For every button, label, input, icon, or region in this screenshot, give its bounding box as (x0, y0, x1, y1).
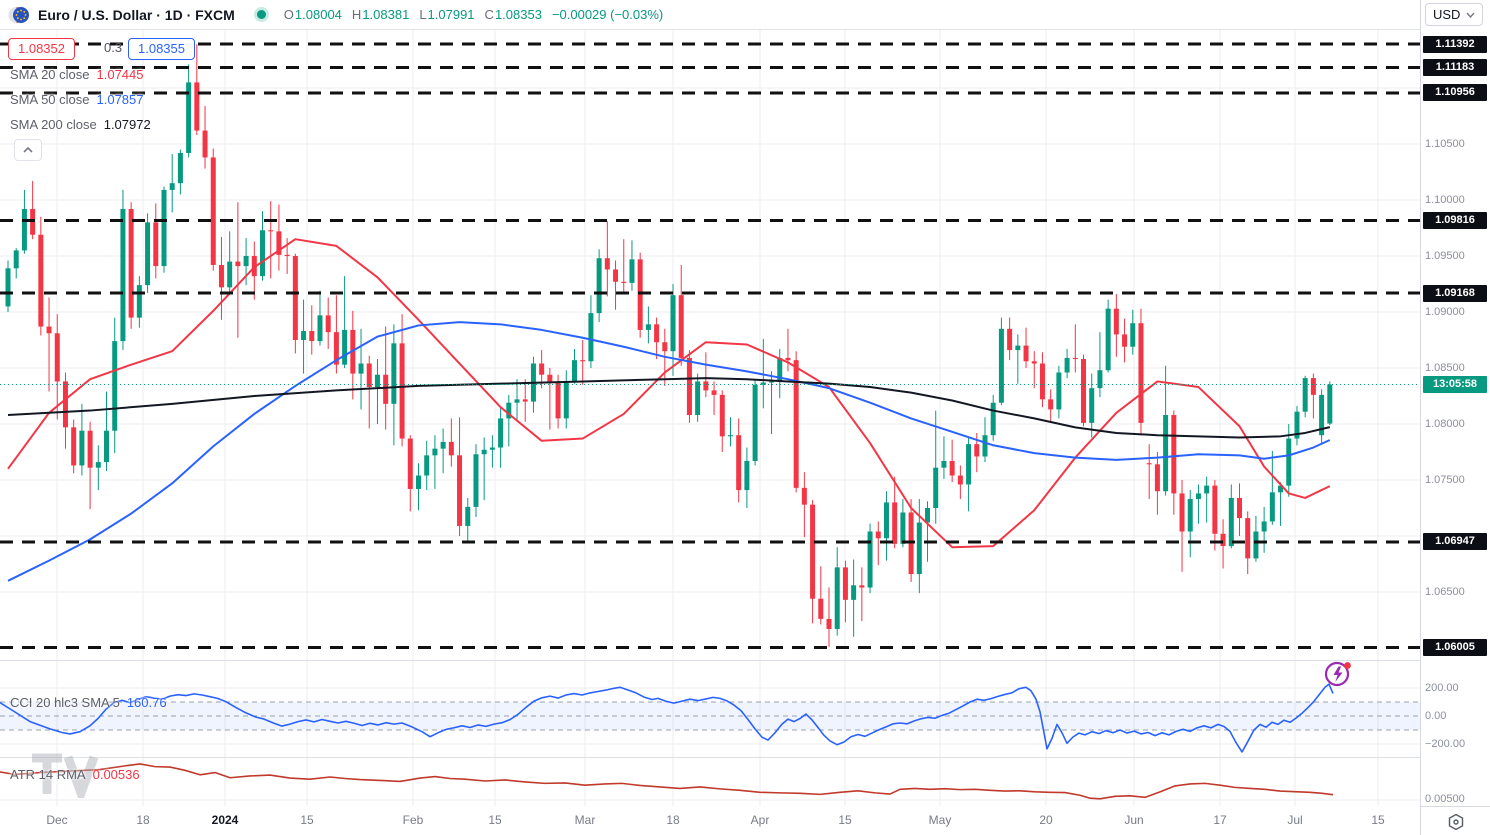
price-axis-label: 1.06500 (1425, 586, 1465, 598)
time-axis-label: Jul (1287, 813, 1303, 827)
ohlc-readout: O1.08004 H1.08381 L1.07991 C1.08353 (284, 7, 542, 22)
spread-value: 0.3 (104, 40, 123, 55)
collapse-legend-button[interactable] (14, 139, 42, 161)
time-axis[interactable]: Dec 18 2024 15 Feb 15 Mar 18 Apr 15 May 20 Jun 17 Jul 1… (0, 806, 1420, 835)
sell-button[interactable]: 1.08352 (8, 38, 75, 60)
legend-sma50-value: 1.07857 (96, 92, 144, 107)
chevron-down-icon (1466, 12, 1475, 18)
time-axis-label: 15 (300, 813, 314, 827)
price-axis-label: 1.10000 (1425, 194, 1465, 206)
legend-sma50-label: SMA 50 close (10, 92, 90, 107)
time-axis-label: 20 (1039, 813, 1053, 827)
legend-sma200-value: 1.07972 (103, 117, 151, 132)
countdown-badge: 13:05:58 (1423, 376, 1487, 393)
price-level-badge: 1.09816 (1423, 212, 1487, 229)
currency-dropdown[interactable]: USD (1425, 3, 1483, 26)
close-label: C (484, 7, 494, 22)
time-axis-label: Jun (1124, 813, 1144, 827)
price-level-badge: 1.11392 (1423, 36, 1487, 53)
pane-separator[interactable] (0, 660, 1490, 661)
legend-cci[interactable]: CCI 20 hlc3 SMA 5 160.76 (10, 695, 167, 710)
time-axis-label: 18 (666, 813, 680, 827)
legend-sma20[interactable]: SMA 20 close 1.07445 (10, 67, 144, 82)
time-axis-label: 2024 (211, 813, 239, 827)
atr-axis-label: 0.00500 (1425, 793, 1465, 805)
legend-atr-label: ATR 14 RMA (10, 767, 86, 782)
time-axis-label: 15 (1371, 813, 1385, 827)
legend-cci-value: 160.76 (126, 695, 167, 710)
close-value: 1.08353 (494, 7, 542, 22)
high-value: 1.08381 (362, 7, 410, 22)
legend-atr[interactable]: ATR 14 RMA 0.00536 (10, 767, 140, 782)
price-axis-label: 1.08500 (1425, 362, 1465, 374)
chart-canvas[interactable] (0, 0, 1420, 835)
hexagon-settings-icon (1448, 813, 1464, 830)
symbol-flag-icon (8, 5, 30, 25)
time-axis-label: May (928, 813, 952, 827)
time-axis-label: 15 (838, 813, 852, 827)
cci-axis-label: 0.00 (1425, 710, 1447, 722)
price-axis[interactable]: USD 1.10500 1.10000 1.09500 1.09000 1.08500 1… (1420, 0, 1490, 806)
legend-sma50[interactable]: SMA 50 close 1.07857 (10, 92, 144, 107)
events-lightning-button[interactable] (1321, 656, 1355, 690)
axis-corner[interactable] (1420, 806, 1490, 835)
tradingview-logo (28, 752, 106, 807)
time-axis-label: 15 (488, 813, 502, 827)
time-axis-label: Mar (574, 813, 596, 827)
time-axis-label: 17 (1213, 813, 1227, 827)
buy-button[interactable]: 1.08355 (128, 38, 195, 60)
price-axis-label: 1.08000 (1425, 418, 1465, 430)
change-value: −0.00029 (−0.03%) (551, 7, 664, 22)
symbol-title[interactable]: Euro / U.S. Dollar · 1D · FXCM (38, 6, 235, 23)
price-level-badge: 1.10956 (1423, 84, 1487, 101)
low-value: 1.07991 (427, 7, 475, 22)
time-axis-label: 18 (136, 813, 150, 827)
price-axis-label: 1.09500 (1425, 250, 1465, 262)
price-level-badge: 1.11183 (1423, 59, 1487, 76)
pane-separator[interactable] (0, 757, 1490, 758)
time-axis-label: Dec (46, 813, 68, 827)
legend-sma200[interactable]: SMA 200 close 1.07972 (10, 117, 151, 132)
lightning-icon (1324, 661, 1351, 687)
cci-axis-label: −200.00 (1425, 738, 1466, 750)
price-axis-label: 1.10500 (1425, 138, 1465, 150)
price-axis-label: 1.09000 (1425, 306, 1465, 318)
high-label: H (351, 7, 362, 22)
price-level-badge: 1.09168 (1423, 285, 1487, 302)
low-label: L (419, 7, 427, 22)
price-level-badge: 1.06005 (1423, 639, 1487, 656)
market-open-dot-icon (256, 10, 266, 19)
legend-sma200-label: SMA 200 close (10, 117, 97, 132)
legend-atr-value: 0.00536 (92, 767, 140, 782)
legend-sma20-label: SMA 20 close (10, 67, 90, 82)
currency-value: USD (1433, 7, 1461, 22)
price-level-badge: 1.06947 (1423, 533, 1487, 550)
chevron-up-icon (23, 146, 33, 153)
cci-axis-label: 200.00 (1425, 682, 1459, 694)
time-axis-label: Apr (750, 813, 770, 827)
open-label: O (283, 7, 294, 22)
price-axis-label: 1.07500 (1425, 474, 1465, 486)
legend-sma20-value: 1.07445 (96, 67, 144, 82)
legend-cci-label: CCI 20 hlc3 SMA 5 (10, 695, 120, 710)
time-axis-label: Feb (402, 813, 424, 827)
open-value: 1.08004 (294, 7, 342, 22)
chart-header: Euro / U.S. Dollar · 1D · FXCM O1.08004 … (0, 0, 1490, 30)
